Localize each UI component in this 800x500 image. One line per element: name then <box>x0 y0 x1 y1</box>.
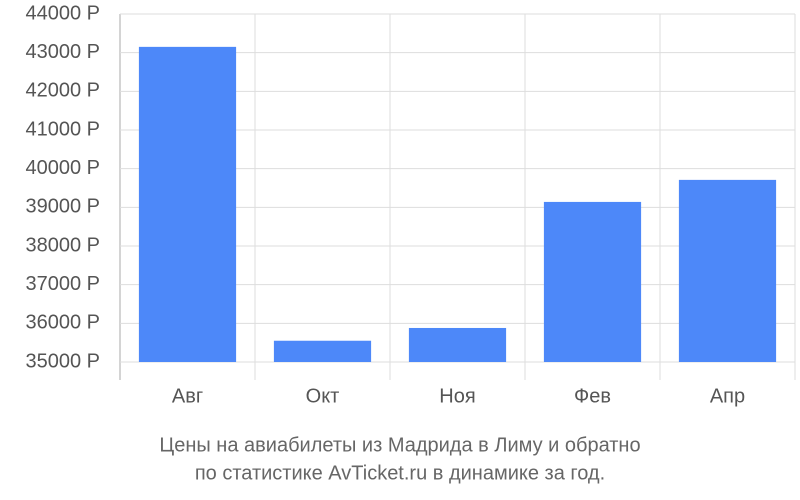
x-tick-label: Окт <box>306 385 340 407</box>
x-tick-label: Ноя <box>439 385 475 407</box>
x-tick-label: Фев <box>574 385 611 407</box>
y-tick-label: 41000 Р <box>25 118 100 140</box>
x-tick-label: Авг <box>172 385 203 407</box>
y-tick-label: 44000 Р <box>25 2 100 24</box>
bar <box>408 327 507 362</box>
bar <box>273 340 372 362</box>
chart-title: Цены на авиабилеты из Мадрида в Лиму и о… <box>159 434 640 456</box>
y-tick-label: 39000 Р <box>25 196 100 218</box>
y-tick-label: 43000 Р <box>25 41 100 63</box>
y-tick-label: 37000 Р <box>25 273 100 295</box>
y-tick-label: 42000 Р <box>25 80 100 102</box>
y-tick-label: 38000 Р <box>25 234 100 256</box>
y-tick-label: 35000 Р <box>25 350 100 372</box>
bar <box>138 46 237 362</box>
bar <box>678 179 777 362</box>
bar <box>543 201 642 362</box>
x-tick-label: Апр <box>710 385 745 407</box>
y-tick-label: 36000 Р <box>25 312 100 334</box>
chart-title: по статистике AvTicket.ru в динамике за … <box>195 462 605 484</box>
y-tick-label: 40000 Р <box>25 157 100 179</box>
